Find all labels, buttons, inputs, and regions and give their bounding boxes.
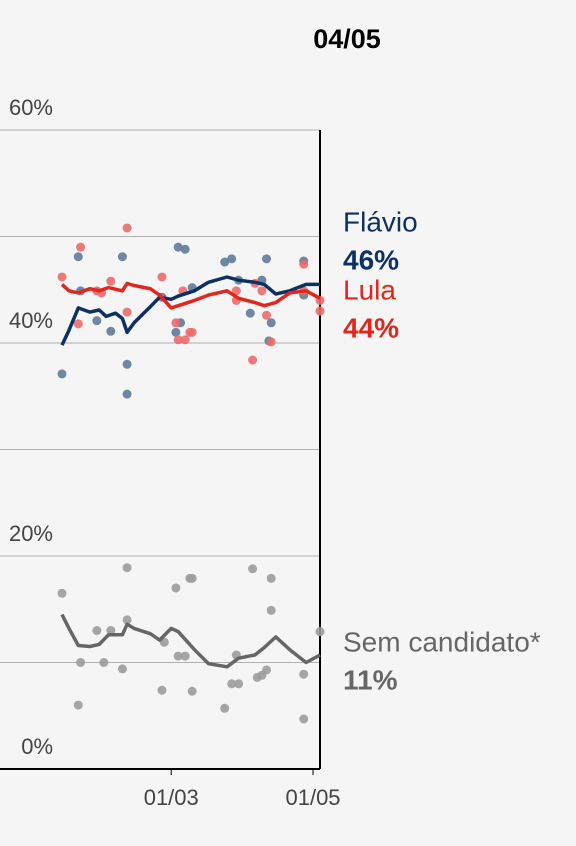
poll-dot: [117, 664, 127, 674]
latest-value-label: 44%: [343, 312, 399, 343]
poll-dot: [266, 318, 276, 328]
poll-dot: [262, 254, 272, 264]
poll-dot: [180, 244, 190, 254]
poll-dot: [106, 626, 116, 636]
poll-dot: [76, 242, 86, 252]
poll-dot: [76, 658, 86, 667]
chart-title: 04/05: [313, 24, 381, 54]
poll-dot: [220, 703, 230, 713]
poll-dot: [262, 310, 272, 320]
poll-dot: [180, 651, 190, 661]
poll-dot: [266, 605, 276, 615]
poll-dot: [173, 651, 183, 661]
poll-dot: [117, 252, 127, 262]
poll-dot: [187, 573, 197, 583]
poll-dot: [234, 679, 244, 689]
legend-label: Lula: [343, 274, 396, 305]
poll-dot: [257, 286, 267, 296]
poll-dot: [227, 679, 237, 689]
latest-value-label: 46%: [343, 244, 399, 275]
poll-dot: [227, 254, 237, 264]
poll-dot: [266, 573, 276, 583]
x-tick-label: 01/03: [144, 785, 199, 810]
poll-dot: [171, 318, 181, 328]
poll-dot: [299, 714, 309, 724]
poll-dot: [122, 223, 132, 233]
poll-dot: [299, 259, 309, 269]
poll-dot: [299, 669, 309, 679]
poll-dot: [57, 369, 67, 379]
poll-dot: [248, 355, 258, 365]
poll-dot: [245, 308, 255, 318]
y-tick-label: 0%: [21, 734, 53, 759]
series-line: [60, 613, 321, 669]
poll-dot: [171, 583, 181, 593]
poll-dot: [266, 337, 276, 347]
poll-dot: [231, 286, 241, 296]
poll-dot: [187, 686, 197, 696]
poll-dot: [92, 626, 102, 636]
poll-dot: [173, 242, 183, 252]
poll-dot: [106, 276, 116, 286]
legend-label: Flávio: [343, 206, 418, 237]
poll-dot: [73, 700, 83, 710]
poll-dot: [73, 319, 83, 329]
poll-dot: [57, 272, 67, 282]
poll-dot: [157, 685, 167, 695]
poll-dot: [106, 326, 116, 336]
poll-dot: [73, 252, 83, 262]
poll-dot: [315, 306, 325, 316]
y-tick-label: 40%: [9, 308, 53, 333]
poll-dot: [122, 563, 132, 573]
poll-dot: [122, 307, 132, 317]
poll-dot: [99, 658, 109, 667]
latest-value-label: 11%: [343, 664, 398, 695]
poll-dot: [180, 335, 190, 345]
poll-dot: [122, 615, 132, 625]
y-tick-label: 60%: [9, 95, 53, 120]
poll-dot: [57, 588, 67, 598]
poll-dot: [262, 665, 272, 675]
poll-dot: [315, 627, 325, 637]
poll-dot: [171, 327, 181, 337]
series-line: [60, 275, 320, 346]
legend-label: Sem candidato*: [343, 626, 541, 657]
poll-dot: [92, 316, 102, 326]
poll-dot: [122, 359, 132, 369]
poll-dot: [248, 564, 258, 574]
series-line: [60, 281, 321, 310]
poll-dot: [122, 389, 132, 399]
x-tick-label: 01/05: [285, 785, 340, 810]
poll-dot: [187, 327, 197, 337]
poll-dot: [220, 257, 230, 267]
poll-dot: [157, 272, 167, 282]
y-tick-label: 20%: [9, 521, 53, 546]
poll-dot: [173, 335, 183, 345]
